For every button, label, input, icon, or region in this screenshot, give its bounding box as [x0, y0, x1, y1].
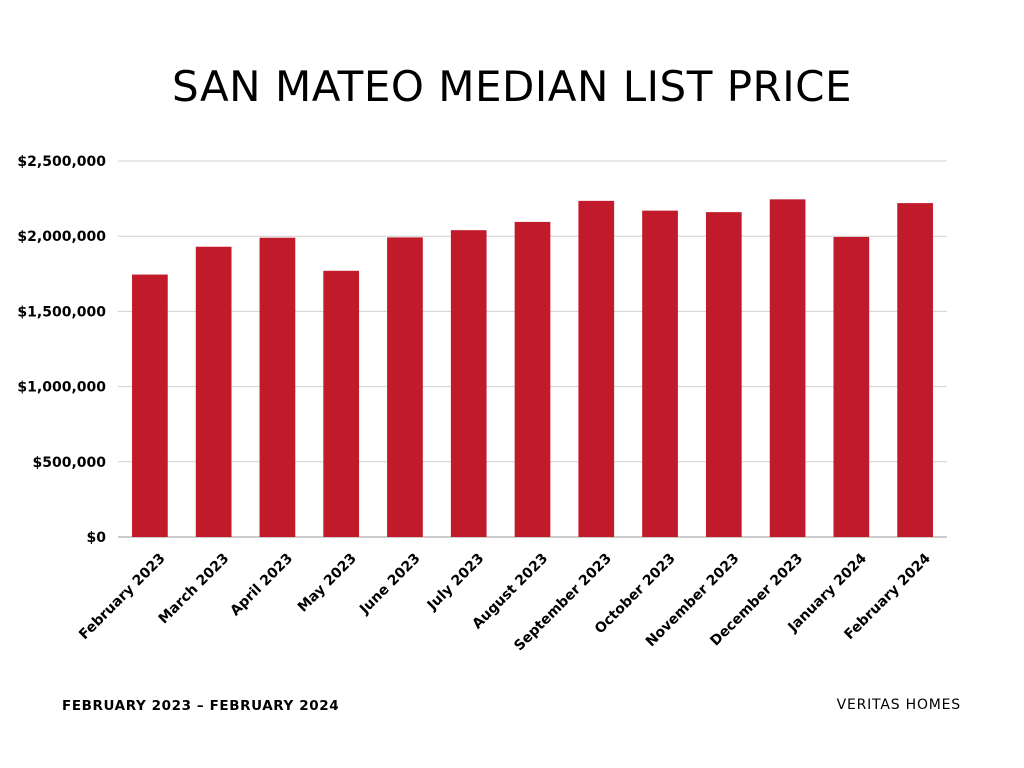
- bar: [195, 246, 232, 537]
- bar-chart: $0 $500,000 $1,000,000 $1,500,000 $2,000,000…: [17, 154, 947, 654]
- bar: [705, 212, 742, 538]
- bar: [769, 199, 806, 538]
- x-tick-label: April 2023: [227, 551, 296, 620]
- bar: [514, 221, 551, 538]
- date-range-caption: FEBRUARY 2023 – FEBRUARY 2024: [62, 698, 340, 714]
- bar: [642, 210, 678, 537]
- y-tick-label: $1,000,000: [17, 380, 106, 396]
- bar: [578, 200, 615, 537]
- x-tick-label: February 2023: [76, 551, 168, 643]
- bar: [897, 203, 933, 537]
- bar: [387, 237, 423, 537]
- bar: [132, 274, 168, 537]
- y-tick-label: $2,500,000: [17, 154, 106, 170]
- y-tick-label: $0: [87, 530, 107, 546]
- brand-caption: VERITAS HOMES: [836, 697, 961, 713]
- bar: [833, 236, 870, 537]
- chart-title: SAN MATEO MEDIAN LIST PRICE: [172, 62, 852, 111]
- bar: [323, 270, 360, 537]
- y-tick-label: $500,000: [32, 455, 106, 471]
- bar: [450, 230, 487, 537]
- bar: [259, 237, 296, 538]
- y-axis-tick-labels: $0 $500,000 $1,000,000 $1,500,000 $2,000,000…: [17, 154, 106, 546]
- x-tick-label: May 2023: [295, 551, 360, 616]
- x-tick-label: June 2023: [356, 551, 424, 619]
- bars: [132, 199, 933, 538]
- y-tick-label: $2,000,000: [17, 229, 106, 245]
- y-tick-label: $1,500,000: [17, 304, 106, 320]
- x-tick-label: July 2023: [424, 551, 488, 615]
